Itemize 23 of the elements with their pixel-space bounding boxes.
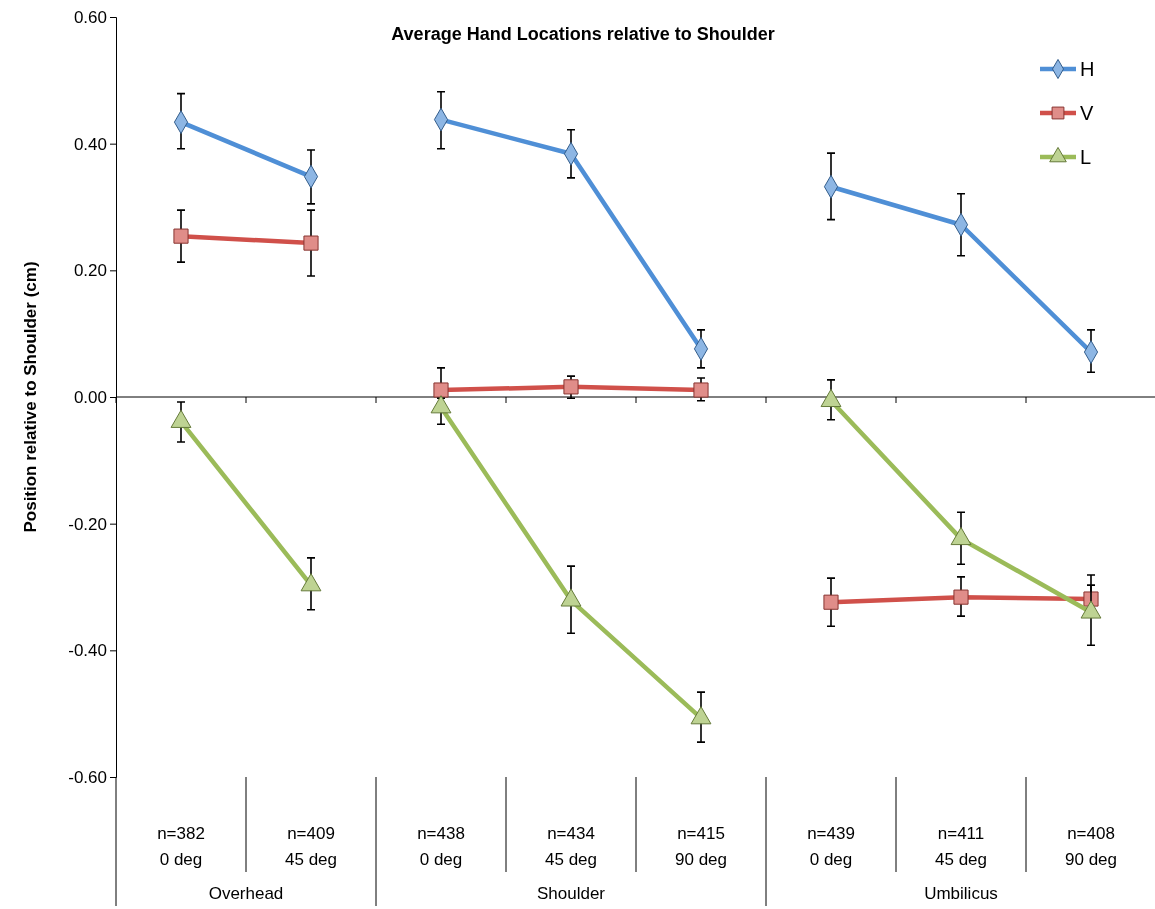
x-tick-label: n=434 45 deg [545, 824, 597, 869]
x-tick-label: n=411 45 deg [935, 824, 987, 869]
x-tick-label: n=438 0 deg [417, 824, 465, 869]
text: Umbilicus [924, 884, 998, 903]
x-tick-label: n=409 45 deg [285, 824, 337, 869]
y-tick-label: 0.20 [73, 261, 107, 281]
y-tick-label: 0.00 [73, 387, 107, 407]
y-tick-label: 0.40 [73, 134, 107, 154]
y-tick-label: -0.60 [68, 767, 107, 787]
x-tick-label: n=408 90 deg [1065, 824, 1117, 869]
x-tick-label: n=382 0 deg [157, 824, 205, 869]
y-tick-label: 0.60 [73, 7, 107, 27]
y-tick-label: -0.20 [68, 514, 107, 534]
legend-label: V [1080, 102, 1094, 124]
y-axis-title: Position relative to Shoulder (cm) [21, 261, 40, 533]
chart-title: Average Hand Locations relative to Shoulder [391, 24, 775, 44]
text: Shoulder [536, 884, 606, 903]
legend-label: L [1080, 146, 1092, 168]
x-tick-label: n=439 0 deg [807, 824, 855, 869]
x-tick-label: n=415 90 deg [675, 824, 727, 869]
y-tick-label: -0.40 [68, 641, 107, 661]
legend-label: H [1080, 58, 1095, 80]
text: Overhead [208, 884, 284, 903]
